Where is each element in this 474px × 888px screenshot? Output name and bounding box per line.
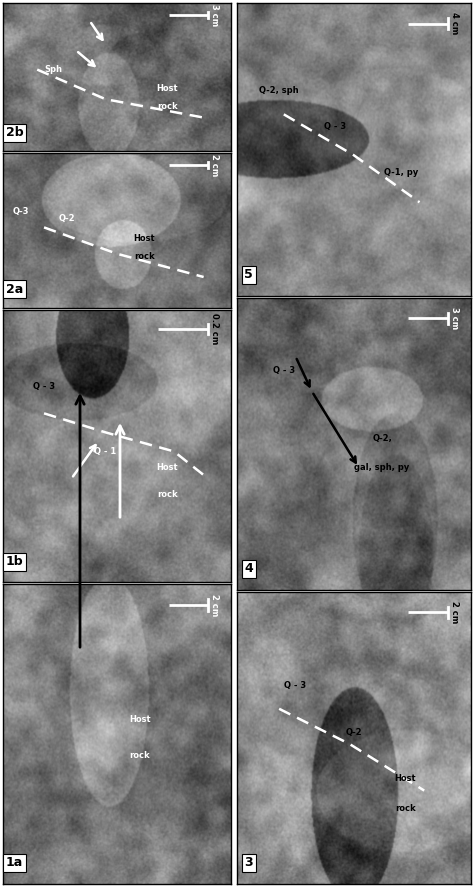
- Text: Q-2, sph: Q-2, sph: [259, 86, 299, 95]
- Text: 2a: 2a: [6, 282, 23, 296]
- Text: 2 cm: 2 cm: [450, 601, 459, 623]
- Text: 4 cm: 4 cm: [450, 12, 459, 35]
- Text: 5: 5: [244, 268, 253, 281]
- Text: 2b: 2b: [6, 126, 23, 139]
- Text: Q-3: Q-3: [13, 208, 29, 217]
- Text: rock: rock: [395, 804, 416, 813]
- Text: rock: rock: [157, 102, 177, 111]
- Text: 4: 4: [244, 562, 253, 575]
- Text: 3: 3: [245, 856, 253, 869]
- Text: rock: rock: [134, 252, 155, 261]
- Text: 3 cm: 3 cm: [450, 307, 459, 329]
- Text: Host: Host: [395, 774, 416, 783]
- Text: Q - 3: Q - 3: [324, 122, 346, 131]
- Text: Host: Host: [156, 84, 178, 93]
- Text: 3 cm: 3 cm: [210, 4, 219, 26]
- Text: gal, sph, py: gal, sph, py: [355, 463, 410, 472]
- Text: rock: rock: [129, 750, 150, 759]
- Text: Sph: Sph: [44, 65, 62, 74]
- Text: Q - 3: Q - 3: [33, 382, 55, 391]
- Text: Q-2: Q-2: [346, 727, 362, 737]
- Text: 1b: 1b: [6, 555, 23, 568]
- Text: Q - 3: Q - 3: [273, 367, 295, 376]
- Text: Host: Host: [156, 464, 178, 472]
- Text: Host: Host: [129, 715, 151, 724]
- Text: Q - 3: Q - 3: [284, 681, 307, 690]
- Text: rock: rock: [157, 490, 177, 499]
- Text: Host: Host: [134, 234, 155, 242]
- Text: Q-2: Q-2: [58, 214, 75, 223]
- Text: 0.2 cm: 0.2 cm: [210, 313, 219, 345]
- Text: 2 cm: 2 cm: [210, 594, 219, 616]
- Text: Q - 1: Q - 1: [94, 447, 117, 456]
- Text: 2 cm: 2 cm: [210, 155, 219, 177]
- Text: 1a: 1a: [6, 856, 23, 869]
- Text: Q-2,: Q-2,: [372, 433, 392, 442]
- Text: Q-1, py: Q-1, py: [383, 169, 418, 178]
